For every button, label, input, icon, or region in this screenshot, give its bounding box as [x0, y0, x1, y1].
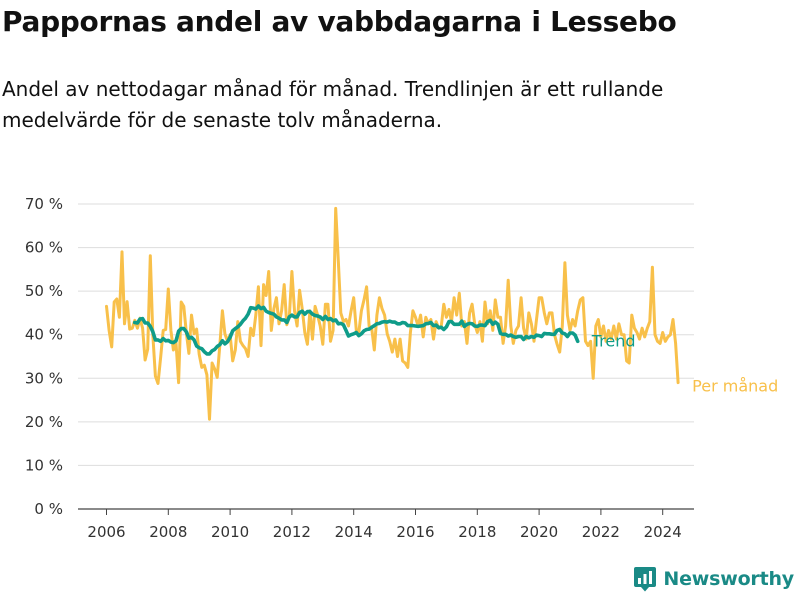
x-tick-label: 2006 — [87, 523, 125, 541]
series-lines — [105, 206, 680, 421]
y-tick-label: 60 % — [25, 239, 63, 257]
y-tick-label: 40 % — [25, 326, 63, 344]
x-tick-label: 2018 — [458, 523, 496, 541]
x-axis-ticks: 2006 2008 2010 2012 2014 2016 2018 2020 2022 2024 — [87, 509, 682, 541]
series-labels: Per månad Trend — [591, 331, 779, 395]
brand-name: Newsworthy — [663, 568, 794, 590]
y-tick-label: 0 % — [34, 500, 63, 518]
y-axis-tick-labels: 0 % 10 % 20 % 30 % 40 % 50 % 60 % 70 % — [25, 195, 63, 518]
series-label-per-m-nad: Per månad — [692, 377, 778, 396]
series-line-trend — [133, 304, 580, 356]
newsworthy-logo-icon — [634, 567, 657, 592]
x-tick-label: 2022 — [582, 523, 620, 541]
x-tick-label: 2016 — [396, 523, 434, 541]
x-tick-label: 2008 — [149, 523, 187, 541]
chart-title: Pappornas andel av vabbdagarna i Lessebo — [2, 5, 677, 38]
y-tick-label: 20 % — [25, 413, 63, 431]
x-tick-label: 2010 — [211, 523, 249, 541]
series-line-per-m-nad — [105, 206, 680, 421]
series-label-trend: Trend — [591, 331, 636, 350]
y-tick-label: 30 % — [25, 369, 63, 387]
x-tick-label: 2020 — [520, 523, 558, 541]
chart-subtitle: Andel av nettodagar månad för månad. Tre… — [2, 77, 664, 132]
y-tick-label: 50 % — [25, 282, 63, 300]
x-tick-label: 2012 — [273, 523, 311, 541]
brand-logo: Newsworthy — [633, 564, 794, 594]
y-tick-label: 10 % — [25, 456, 63, 474]
x-tick-label: 2014 — [335, 523, 373, 541]
y-tick-label: 70 % — [25, 195, 63, 213]
x-tick-label: 2024 — [644, 523, 682, 541]
